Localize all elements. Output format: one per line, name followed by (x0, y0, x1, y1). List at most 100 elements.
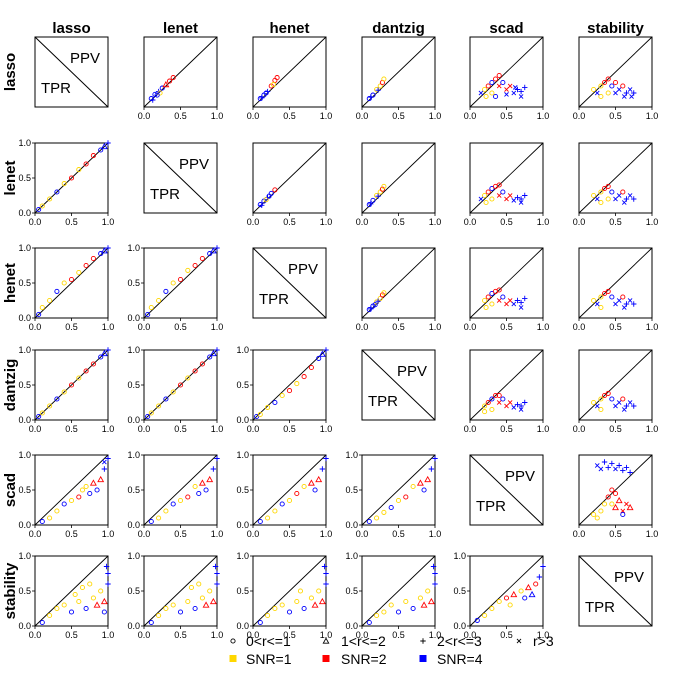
data-point (598, 199, 604, 206)
data-point (594, 301, 600, 307)
data-point (311, 601, 319, 608)
data-point (199, 595, 205, 601)
data-point (621, 305, 627, 310)
data-point (202, 601, 210, 608)
y-tick-label: 0.0 (345, 520, 358, 530)
data-point (166, 78, 173, 84)
data-point (602, 79, 608, 86)
data-point (492, 76, 499, 82)
data-point (279, 392, 285, 399)
y-tick-label: 1.0 (127, 243, 140, 253)
data-point (492, 93, 499, 100)
y-tick-label: 1.0 (18, 345, 31, 355)
data-point (286, 609, 293, 615)
data-point (90, 153, 96, 159)
data-point (312, 487, 318, 493)
data-point (432, 570, 438, 577)
data-point (598, 189, 604, 195)
y-tick-label: 0.0 (453, 621, 466, 631)
data-point (101, 466, 108, 472)
data-point (512, 85, 518, 90)
y-tick-label: 1.0 (127, 345, 140, 355)
data-point (605, 390, 611, 396)
x-tick-label: 0.5 (500, 322, 513, 332)
data-point (620, 467, 626, 474)
panel-henet-dantzig: 0.0 0.5 1.0 (356, 247, 441, 332)
data-point (259, 202, 265, 208)
data-point (89, 479, 97, 486)
data-point (192, 483, 198, 490)
data-point (416, 479, 424, 486)
x-tick-label: 1.0 (537, 111, 550, 121)
data-point (154, 92, 160, 98)
data-point (496, 598, 502, 605)
data-point (620, 83, 626, 89)
data-point (514, 194, 521, 201)
x-tick-label: 0.0 (464, 111, 477, 121)
data-point (381, 290, 387, 296)
data-point (170, 75, 176, 81)
x-tick-label: 0.5 (500, 424, 513, 434)
data-point (148, 619, 154, 626)
data-point (145, 413, 151, 420)
panel-dantzig-lenet: 0.0 0.5 1.0 0.0 0.5 1.0 (127, 345, 223, 434)
data-point (159, 85, 165, 91)
data-point (198, 479, 206, 486)
data-point (605, 183, 611, 189)
data-point (518, 200, 524, 205)
data-point (105, 347, 111, 353)
panel-lasso-lasso: PPV TPR (34, 36, 109, 108)
y-tick-label: 1.0 (345, 450, 358, 460)
data-point (257, 202, 263, 208)
data-point (518, 88, 524, 95)
y-tick-label: 1.0 (236, 450, 249, 460)
data-point (308, 595, 314, 601)
data-point (162, 80, 170, 88)
column-title-stability: stability (587, 20, 644, 37)
data-point (105, 570, 111, 577)
data-point (188, 584, 194, 591)
y-tick-label: 0.5 (236, 380, 249, 390)
y-tick-label: 0.5 (18, 586, 31, 596)
data-point (61, 280, 67, 286)
data-point (374, 515, 380, 521)
data-point (591, 86, 597, 93)
data-point (98, 588, 104, 594)
data-point (102, 459, 107, 465)
data-point (598, 304, 604, 311)
data-point (612, 79, 619, 86)
x-tick-label: 0.0 (573, 217, 586, 227)
data-point (533, 581, 539, 587)
panel-frame (578, 555, 653, 627)
legend-color-label: SNR=4 (437, 651, 483, 667)
panel-stability-lenet: 0.0 0.5 1.0 0.0 0.5 1.0 (127, 551, 223, 640)
x-tick-label: 1.0 (211, 322, 224, 332)
data-point (301, 605, 307, 612)
data-point (177, 497, 184, 504)
y-tick-label: 0.5 (453, 586, 466, 596)
data-point (613, 90, 618, 96)
data-point (87, 490, 93, 497)
y-tick-label: 0.5 (127, 586, 140, 596)
data-point (207, 251, 213, 257)
diagonal-label-tpr: TPR (259, 291, 289, 308)
data-point (602, 501, 608, 507)
panel-dantzig-lasso: 0.0 0.5 1.0 0.0 0.5 1.0 (18, 345, 114, 434)
x-tick-label: 1.0 (102, 630, 115, 640)
data-point (54, 396, 60, 402)
data-point (609, 460, 615, 467)
y-tick-label: 0.0 (127, 313, 140, 323)
data-point (613, 403, 618, 409)
data-point (489, 396, 495, 402)
x-tick-label: 1.0 (429, 529, 442, 539)
y-tick-label: 1.0 (127, 551, 140, 561)
diagonal-label-tpr: TPR (476, 498, 506, 515)
data-point (381, 183, 387, 189)
data-point (511, 405, 517, 410)
data-point (381, 609, 387, 615)
data-point (286, 497, 293, 504)
data-point (522, 84, 528, 91)
data-point (528, 590, 536, 598)
data-point (265, 612, 271, 619)
data-point (170, 602, 176, 608)
